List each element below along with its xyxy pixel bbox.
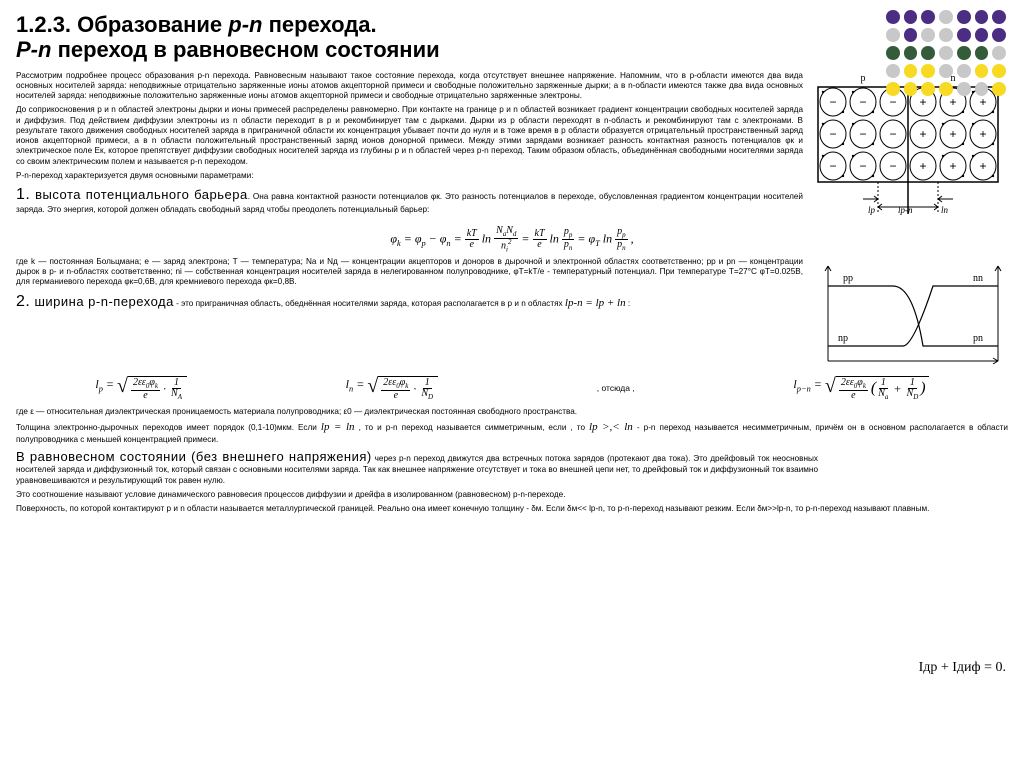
svg-text:nn: nn bbox=[973, 273, 983, 284]
title-text-2: перехода. bbox=[262, 12, 376, 37]
equilibrium-para: В равновесном состоянии (без внешнего на… bbox=[16, 449, 1008, 486]
para-3: P-n-переход характеризуется двумя основн… bbox=[16, 171, 803, 181]
formula-mid: , отсюда , bbox=[597, 383, 635, 393]
equilibrium-head: В равновесном состоянии (без внешнего на… bbox=[16, 449, 372, 464]
formula-lpn: lp−n = √2εε0φke (1Na + 1ND) bbox=[793, 376, 928, 401]
formula-widths: lp = √2εε0φke · 1NA ln = √2εε0φke · 1ND … bbox=[16, 376, 1008, 401]
sec2-head: ширина p-n-перехода bbox=[34, 294, 173, 309]
decor-dots bbox=[886, 10, 1006, 100]
svg-text:−: − bbox=[859, 127, 866, 141]
svg-text:−: − bbox=[859, 95, 866, 109]
para-6: Толщина электронно-дырочных переходов им… bbox=[16, 421, 1008, 445]
sec1-num: 1. bbox=[16, 186, 30, 203]
section-1: 1. высота потенциального барьера. Она ра… bbox=[16, 185, 803, 215]
svg-text:−: − bbox=[889, 127, 896, 141]
formula-lp: lp = √2εε0φke · 1NA bbox=[95, 376, 187, 401]
svg-text:+: + bbox=[979, 127, 986, 141]
main-text-column: Рассмотрим подробнее процесс образования… bbox=[16, 69, 803, 224]
para-4: где k — постоянная Больцмана; e — заряд … bbox=[16, 257, 803, 288]
formula-ln: ln = √2εε0φke · 1ND bbox=[346, 376, 438, 401]
svg-text:lp: lp bbox=[868, 205, 876, 215]
para-7: Это соотношение называют условие динамич… bbox=[16, 490, 1008, 500]
title-text-1: 1.2.3. Образование bbox=[16, 12, 228, 37]
svg-text:−: − bbox=[829, 95, 836, 109]
svg-text:−: − bbox=[829, 127, 836, 141]
page-title: 1.2.3. Образование p-n перехода. P-n пер… bbox=[16, 12, 1008, 63]
para-5: где ε — относительная диэлектрическая пр… bbox=[16, 407, 1008, 417]
sec2-num: 2. bbox=[16, 293, 30, 310]
sec2-eq: lp-n = lp + ln bbox=[565, 297, 626, 309]
svg-text:pp: pp bbox=[843, 273, 853, 284]
para-1: Рассмотрим подробнее процесс образования… bbox=[16, 71, 803, 102]
sec1-head: высота потенциального барьера bbox=[35, 187, 248, 202]
svg-text:+: + bbox=[979, 159, 986, 173]
svg-text:+: + bbox=[949, 159, 956, 173]
para-2: До соприкосновения p и n областей электр… bbox=[16, 105, 803, 167]
drift-diffusion-equation: Iдр + Iдиф = 0. bbox=[919, 660, 1006, 676]
svg-text:pn: pn bbox=[973, 333, 983, 344]
svg-text:+: + bbox=[919, 159, 926, 173]
svg-text:np: np bbox=[838, 333, 848, 344]
svg-text:p: p bbox=[861, 73, 866, 84]
svg-text:−: − bbox=[829, 159, 836, 173]
formula-phi-k: φk = φp − φn = kTe ln NaNdni2 = kTe ln p… bbox=[16, 226, 1008, 253]
svg-text:−: − bbox=[889, 159, 896, 173]
title-pn-1: p-n bbox=[228, 12, 262, 37]
title-text-3: переход в равновесном состоянии bbox=[51, 37, 439, 62]
title-pn-2: P-n bbox=[16, 37, 51, 62]
svg-text:+: + bbox=[949, 127, 956, 141]
svg-text:−: − bbox=[859, 159, 866, 173]
svg-text:+: + bbox=[919, 127, 926, 141]
concentration-graph: pp nn np pn bbox=[813, 261, 1003, 371]
para-8: Поверхность, по которой контактируют p и… bbox=[16, 504, 1008, 514]
sec2-tail: - это приграничная область, обеднённая н… bbox=[174, 299, 565, 308]
section-2: 2. ширина p-n-перехода - это пригранична… bbox=[16, 292, 803, 312]
svg-text:ln: ln bbox=[941, 205, 949, 215]
